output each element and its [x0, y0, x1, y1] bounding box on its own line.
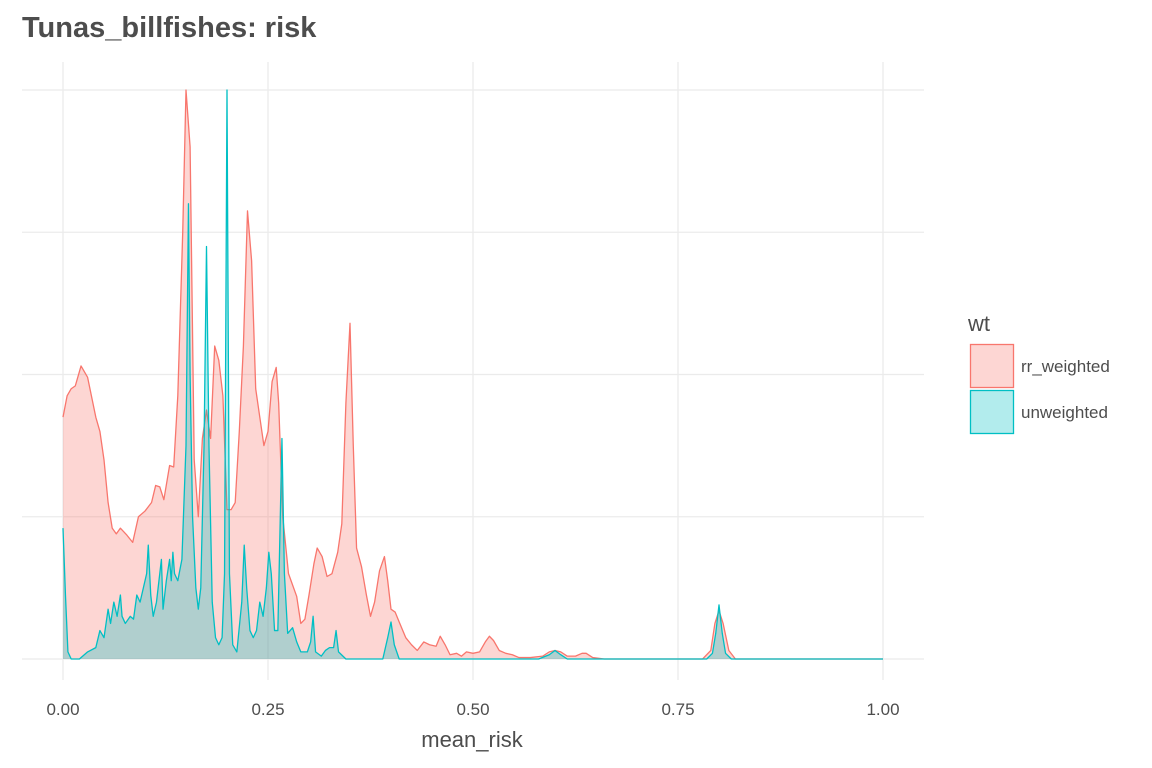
legend-item-unweighted: unweighted — [969, 389, 1108, 435]
x-tick-label-2: 0.50 — [456, 700, 489, 719]
legend-label-unweighted: unweighted — [1021, 403, 1108, 422]
legend-title: wt — [967, 311, 990, 336]
legend-item-rr_weighted: rr_weighted — [969, 343, 1110, 389]
legend-key-background — [970, 390, 1014, 434]
x-tick-label-3: 0.75 — [661, 700, 694, 719]
x-axis: 0.00 0.25 0.50 0.75 1.00 — [46, 700, 899, 719]
x-axis-title: mean_risk — [421, 727, 523, 752]
legend-label-rr_weighted: rr_weighted — [1021, 357, 1110, 376]
x-tick-label-4: 1.00 — [866, 700, 899, 719]
legend-key-unweighted — [969, 389, 1015, 435]
series-line-unweighted — [62, 89, 883, 660]
x-tick-label-1: 0.25 — [251, 700, 284, 719]
series-line-rr_weighted — [62, 89, 883, 660]
series-layer — [62, 89, 883, 660]
series-area-unweighted — [63, 90, 883, 659]
series-area-rr_weighted — [63, 90, 883, 659]
legend: wt rr_weighted unweighted — [967, 311, 1110, 435]
legend-items: rr_weighted unweighted — [969, 343, 1110, 435]
chart-title: Tunas_billfishes: risk — [22, 12, 317, 44]
legend-key-rr_weighted — [969, 343, 1015, 389]
legend-key-background — [970, 344, 1014, 388]
x-tick-label-0: 0.00 — [46, 700, 79, 719]
plot-area — [22, 62, 924, 680]
